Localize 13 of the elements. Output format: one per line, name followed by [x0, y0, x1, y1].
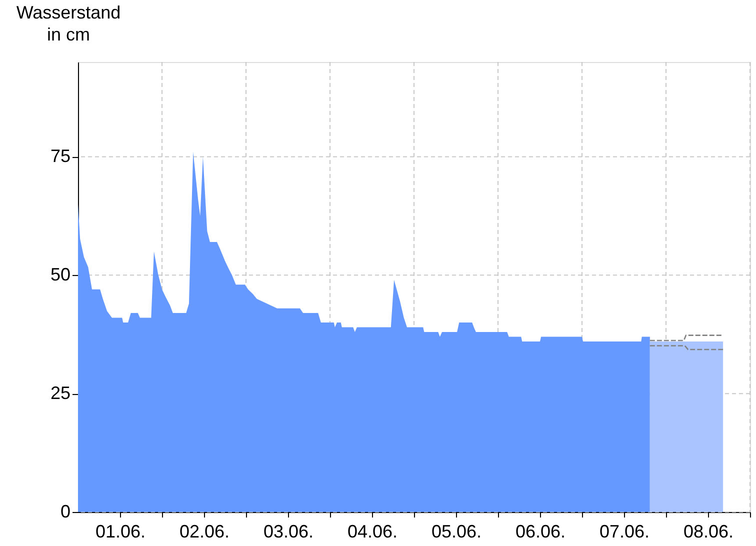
- y-tick-label: 25: [50, 383, 70, 404]
- x-tick-label: 07.06.: [599, 522, 650, 542]
- y-tick-label: 50: [50, 264, 70, 285]
- x-tick-label: 06.06.: [515, 522, 566, 542]
- y-axis-title: Wasserstand in cm: [16, 2, 121, 44]
- x-tick-label: 05.06.: [431, 522, 482, 542]
- x-tick-label: 02.06.: [179, 522, 230, 542]
- x-tick-label: 01.06.: [95, 522, 146, 542]
- x-tick-label: 04.06.: [347, 522, 398, 542]
- y-tick-label: 0: [60, 502, 70, 522]
- x-tick-label: 03.06.: [263, 522, 314, 542]
- x-tick-label: 08.06.: [683, 522, 734, 542]
- y-tick-label: 75: [50, 146, 70, 166]
